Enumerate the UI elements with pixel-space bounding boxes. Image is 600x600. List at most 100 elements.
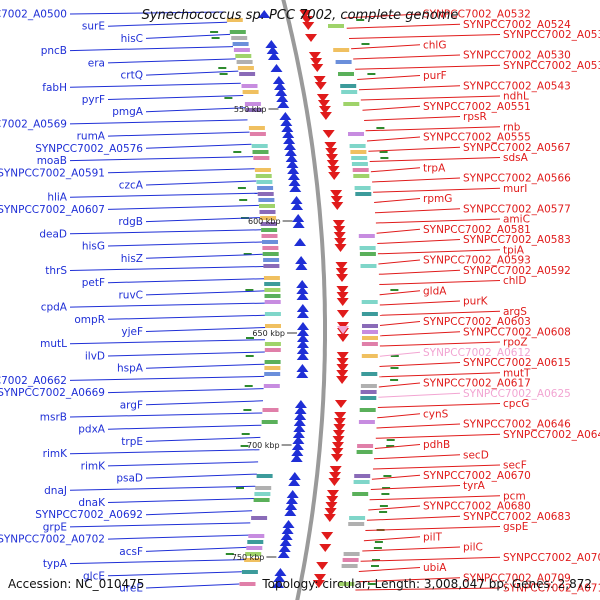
cog-bar [249,132,266,136]
cog-bar [350,150,367,154]
plus-strand-gene [325,502,338,510]
leader-line [360,95,501,101]
minus-strand-gene [296,304,309,312]
leader-line [69,485,256,491]
minus-strand-gene [283,142,296,150]
gc-skew-mark [240,445,249,447]
gc-skew-mark [225,553,234,555]
cog-bar [351,156,368,160]
gene-label-plus: SYNPCC7002_A0715 [503,583,600,595]
plus-strand-gene [333,232,346,240]
minus-strand-gene [291,442,304,450]
cog-bar [360,390,377,394]
gene-label-minus: fabH [42,82,67,94]
gene-label-minus: cpdA [41,302,68,314]
minus-strand-gene [291,202,304,210]
gene-label-plus: SYNPCC7002_A0551 [423,101,531,113]
leader-line [107,351,265,357]
gene-label-minus: crtQ [121,70,143,82]
gc-skew-mark [376,127,385,129]
cog-bar [248,534,265,538]
gene-label-plus: SYNPCC7002_A0603 [423,316,531,328]
minus-strand-gene [285,496,298,504]
cog-bar [245,552,262,556]
leader-line [375,433,501,439]
gc-skew-mark [219,73,228,75]
gene-label-plus: ubiA [423,562,447,574]
cog-bar [255,174,272,178]
plus-strand-gene [335,262,348,270]
leader-line [107,314,265,320]
gene-label-minus: msrB [40,412,67,424]
minus-strand-gene [291,448,304,456]
plus-strand-gene [333,226,346,234]
minus-strand-gene [296,328,309,336]
genome-backbone [281,0,327,600]
cog-bar [231,36,248,40]
gene-label-plus: SYNPCC7002_A0709 [463,572,571,584]
cog-bar [343,102,360,106]
leader-line [145,290,265,296]
plus-strand-gene [333,418,346,426]
plus-strand-gene [318,106,331,114]
gene-label-minus: ruvC [118,289,143,301]
plus-strand-gene [336,376,349,384]
gene-label-minus: dnaK [78,497,106,509]
leader-line [107,58,236,64]
gene-label-plus: gldA [423,285,447,297]
gene-label-plus: SYNPCC7002_A0530 [463,50,571,62]
minus-strand-gene [280,532,293,540]
cog-bar [257,192,274,196]
minus-strand-gene [280,118,293,126]
cog-bar [244,558,261,562]
gene-label-plus: pdhB [423,439,450,451]
minus-strand-gene [281,526,294,534]
minus-strand-gene [283,136,296,144]
cog-bar [359,246,376,250]
leader-line [362,105,421,111]
cog-bar [355,192,372,196]
gene-label-minus: argF [120,399,143,411]
gene-label-plus: murI [503,183,527,195]
minus-strand-gene [296,322,309,330]
minus-strand-gene [285,502,298,510]
gene-label-minus: mutL [40,338,67,350]
leader-line [377,239,461,244]
gene-label-plus: ndhL [503,91,529,103]
gc-skew-mark [245,289,254,291]
leader-line [107,388,264,394]
gene-label-plus: SYNPCC7002_A0592 [463,265,571,277]
cog-bar [257,186,274,190]
leader-line [145,327,266,332]
cog-bar [229,30,246,34]
gene-label-plus: pcm [503,490,526,502]
leader-line [377,249,501,255]
gene-label-plus: SYNPCC7002_A0670 [423,470,531,482]
gene-label-plus: SYNPCC7002_A0683 [463,511,571,523]
cog-bar [262,408,279,412]
plus-strand-gene [325,148,338,156]
minus-strand-gene [276,94,289,102]
backbone-arc [281,0,327,600]
leader-line [145,583,240,589]
cog-bar [232,42,249,46]
plus-strand-gene [332,220,345,228]
leader-line [374,208,461,214]
gene-label-minus: trpE [121,436,143,448]
leader-line [379,331,461,337]
plus-strand-gene [310,58,323,66]
gene-label-plus: chlG [423,39,446,51]
cog-bar [259,210,276,214]
plus-strand-gene [311,64,324,72]
leader-line [145,253,263,259]
plus-strand-gene [335,268,348,276]
cog-bar [246,546,263,550]
leader-line [145,180,257,186]
gene-label-plus: purK [463,296,489,308]
leader-line [69,192,258,198]
leader-line [346,23,461,29]
cog-bar [361,342,378,346]
cog-bar [233,48,250,52]
minus-strand-gene [287,172,300,180]
cog-bar [342,558,359,562]
